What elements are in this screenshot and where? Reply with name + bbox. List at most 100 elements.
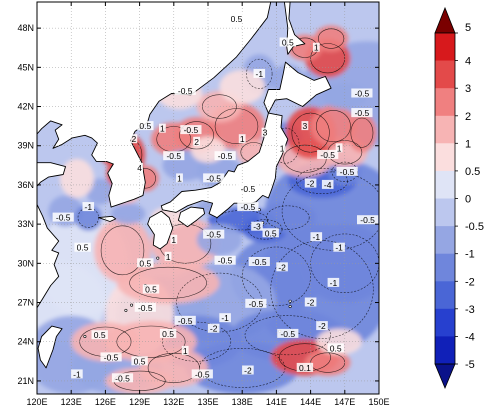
contour-line [246,58,273,89]
land-island [156,256,160,260]
contour-line [244,315,331,356]
contour-label: 0.5 [77,243,89,253]
x-tick-label: 123E [61,397,82,407]
contour-label: -0.5 [104,352,119,362]
contour-label-bg [237,202,259,212]
contour-label: -0.5 [355,108,370,118]
contour-label: -1 [256,69,264,79]
contour-label-bg [242,365,254,375]
y-tick-label: 48N [17,23,34,33]
y-tick-label: 42N [17,102,34,112]
land-island [130,303,134,307]
contour-label-bg [137,258,154,268]
contour-label: 0.5 [231,14,243,24]
x-tick-label: 129E [129,397,150,407]
contour-line [129,266,207,299]
contour-label-bg [253,68,266,78]
anomaly-blob [310,105,357,147]
land-taiwan [37,325,63,369]
x-tick-label: 147E [334,397,355,407]
contour-label-bg [214,151,236,161]
contour-label-bg [100,352,122,362]
contour-label-bg [164,251,172,261]
contour-label: 1 [160,124,165,134]
contour-label-bg [278,143,286,153]
anomaly-blob [314,25,349,52]
contour-line [247,219,283,240]
contour-label: 2 [194,137,199,147]
anomaly-blob [259,201,317,234]
contour-label: -1 [330,278,338,288]
y-tick-label: 30N [17,258,34,268]
contour-label-bg [351,108,373,118]
contour-label: -0.5 [360,215,375,225]
contour-label-bg [304,297,317,307]
colorbar-segment [435,198,455,227]
contour-label-bg [245,298,267,308]
contour-label-bg [193,136,200,146]
contour-label: 0.5 [94,330,106,340]
contour-label: 3 [303,121,308,131]
colorbar-segment [435,281,455,310]
contour-label: 1 [183,346,188,356]
contour-label-bg [111,373,134,383]
colorbar-label: 3 [465,83,471,95]
contour-line [179,121,215,150]
y-axis-ticks: 21N 24N 27N 30N 33N 36N 39N 42N 45N 48N [17,23,379,386]
contour-line [199,347,286,388]
contour-label-bg [131,356,148,366]
contour-label: -4 [324,180,332,190]
contour-label: -1 [73,369,81,379]
contour-label-bg [180,125,202,135]
colorbar-segment [435,33,455,61]
contour-label: -0.5 [340,167,355,177]
contour-label-bg [159,123,166,133]
contour-label-bg [238,134,246,144]
contour-label-bg [248,257,270,266]
contour-label: -2 [307,179,315,189]
contour-label: -0.5 [178,316,193,326]
contour-label: 3 [263,128,268,138]
contour-label: -2 [307,298,315,308]
contour-label: 1 [240,134,245,144]
colorbar-label: -4 [465,331,475,343]
colorbar-label: -2 [465,276,475,288]
contour-label: 1 [314,43,319,53]
contour-line [318,28,345,49]
land-island [288,304,292,308]
contour-label: -1 [221,313,229,323]
x-tick-label: 135E [197,397,218,407]
contour-label-bg [262,228,279,238]
contour-label-bg [228,14,245,23]
contour-label: -0.5 [195,369,210,379]
contour-label: 1 [166,252,171,262]
contour-label-bg [312,42,320,52]
contour-line [266,205,310,230]
contour-label: -1 [85,202,93,212]
contour-label: 1 [280,143,285,153]
x-tick-label: 150E [368,397,389,407]
land-kyushu [147,210,174,250]
contour-label: 0.5 [139,121,151,131]
colorbar-segment [435,336,455,365]
contour-label: -0.5 [206,173,221,183]
contour-label-bg [74,242,91,252]
contour-label-bg [134,302,156,312]
colorbar-label: 1 [465,138,471,150]
contour-label: 0.5 [134,356,146,366]
contour-label-bg [321,179,334,189]
colorbar-segment [435,170,455,199]
land-shandong [37,162,66,187]
contour-label: 0.5 [145,285,157,295]
contour-label-bg [357,215,379,225]
contour-label-bg [304,178,317,188]
contour-label: 2 [132,134,137,144]
contour-label-bg [276,262,288,272]
land-island [288,299,292,303]
contour-label-bg [163,151,185,161]
contour-label-bg [333,242,345,252]
contour-label: -1 [335,243,343,253]
contour-label-bg [351,88,373,98]
